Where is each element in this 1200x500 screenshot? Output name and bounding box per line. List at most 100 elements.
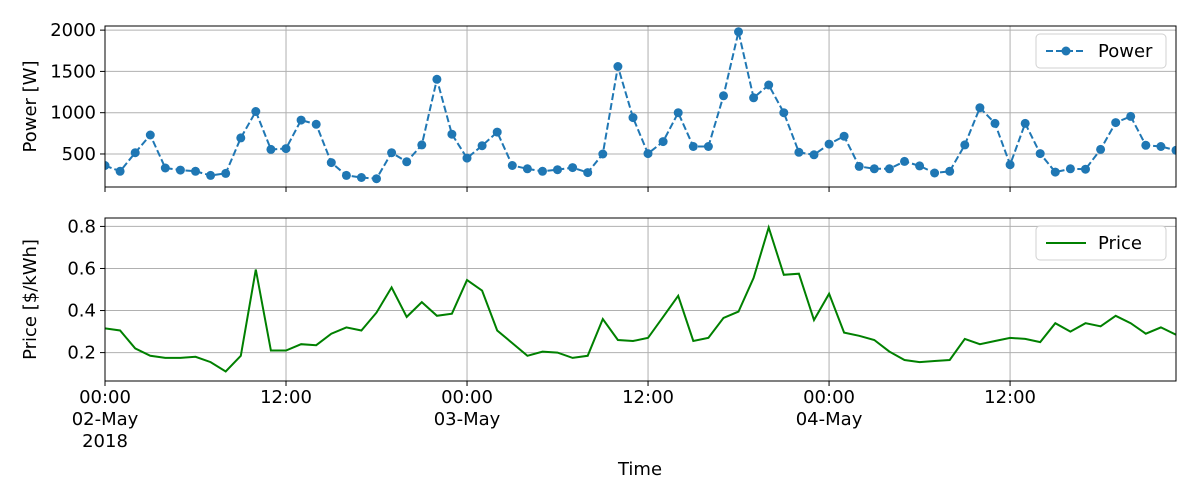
x-tick-label-line: 02-May xyxy=(72,409,139,430)
data-point xyxy=(915,161,925,171)
x-tick-label-line: 12:00 xyxy=(260,387,312,408)
data-point xyxy=(975,103,985,113)
legend-label: Power xyxy=(1098,41,1153,62)
data-point xyxy=(568,163,578,173)
data-point xyxy=(160,163,170,173)
x-tick-label-line: 12:00 xyxy=(622,387,674,408)
x-axis-label: Time xyxy=(617,459,662,480)
x-tick-label: 00:00 04-May xyxy=(796,387,863,430)
data-point xyxy=(779,108,789,118)
data-point xyxy=(462,153,472,163)
data-point xyxy=(583,168,593,178)
x-tick-label: 12:00 xyxy=(260,387,312,408)
data-point xyxy=(145,130,155,140)
plot-frame xyxy=(104,217,1177,382)
data-point xyxy=(492,127,502,137)
series-line-power xyxy=(105,31,1176,180)
data-point xyxy=(356,173,366,182)
data-point xyxy=(191,166,200,176)
y-tick-label: 0.2 xyxy=(67,343,96,364)
series-group xyxy=(105,27,1176,184)
x-tick-label-line: 00:00 xyxy=(803,387,855,408)
legend-label: Price xyxy=(1098,233,1142,254)
data-point xyxy=(809,150,819,160)
data-point xyxy=(402,157,412,167)
series-group xyxy=(105,224,1176,373)
data-point xyxy=(688,142,698,151)
data-point xyxy=(643,149,653,159)
data-point xyxy=(1171,145,1176,155)
legend[interactable]: Price xyxy=(1035,225,1167,261)
data-point xyxy=(839,131,849,141)
x-tick-label: 12:00 xyxy=(984,387,1036,408)
data-point xyxy=(387,148,397,158)
data-point xyxy=(447,129,457,139)
y-axis-label: Price [$/kWh] xyxy=(20,239,41,360)
data-point xyxy=(432,74,442,84)
data-point xyxy=(1020,118,1030,128)
legend-box xyxy=(1035,33,1167,69)
data-point xyxy=(115,166,125,176)
x-tick-label: 00:00 02-May 2018 xyxy=(72,387,139,452)
data-point xyxy=(326,158,336,168)
data-point xyxy=(869,164,879,174)
x-tick-label: 00:00 03-May xyxy=(434,387,501,430)
data-point xyxy=(553,165,562,175)
data-point xyxy=(341,170,351,180)
x-tick-label-line: 12:00 xyxy=(984,387,1036,408)
plot-frame xyxy=(104,25,1177,188)
data-point xyxy=(930,168,940,178)
data-point xyxy=(764,80,774,90)
data-point xyxy=(1126,111,1136,121)
data-point xyxy=(311,119,321,129)
x-tick-label-line: 2018 xyxy=(82,431,128,452)
data-point xyxy=(703,142,713,151)
data-point xyxy=(1005,160,1015,170)
series-line-price xyxy=(105,224,1176,373)
data-point xyxy=(1156,142,1166,151)
legend-marker xyxy=(1061,46,1071,56)
data-point xyxy=(1096,144,1106,154)
y-tick-label: 1500 xyxy=(50,61,96,82)
data-point xyxy=(945,166,955,176)
data-point xyxy=(507,161,517,170)
y-tick-label: 0.6 xyxy=(67,258,96,279)
data-point xyxy=(372,174,381,184)
data-point xyxy=(1065,164,1075,174)
y-tick-label: 500 xyxy=(62,144,96,165)
data-point xyxy=(598,149,608,159)
data-point xyxy=(522,164,532,174)
data-point xyxy=(794,147,804,157)
data-point xyxy=(1035,149,1045,159)
data-point xyxy=(884,164,894,174)
data-point xyxy=(749,93,759,103)
data-point xyxy=(281,144,291,154)
price-panel: 0.2 0.4 0.6 0.8 Price [$/kWh] Price xyxy=(20,216,1177,386)
data-point xyxy=(105,161,110,170)
x-tick-label-line: 04-May xyxy=(796,409,863,430)
x-tick-label: 12:00 xyxy=(622,387,674,408)
data-point xyxy=(538,166,547,176)
x-tick-label-line: 00:00 xyxy=(79,387,131,408)
y-tick-label: 0.8 xyxy=(67,216,96,237)
data-point xyxy=(854,161,864,171)
data-point xyxy=(1050,167,1060,177)
data-point xyxy=(673,108,683,118)
data-point xyxy=(266,144,276,154)
data-point xyxy=(719,91,728,101)
legend-box xyxy=(1035,225,1167,261)
legend[interactable]: Power xyxy=(1035,33,1167,69)
data-point xyxy=(417,140,427,150)
data-point xyxy=(1141,140,1151,150)
x-tick-label-line: 00:00 xyxy=(441,387,493,408)
data-point xyxy=(296,115,306,125)
data-point xyxy=(175,165,185,175)
y-tick-label: 1000 xyxy=(50,103,96,124)
data-point xyxy=(658,137,668,147)
data-point xyxy=(734,27,743,37)
data-point xyxy=(613,62,623,71)
x-tick-label-line: 03-May xyxy=(434,409,501,430)
y-tick-label: 0.4 xyxy=(67,301,96,322)
